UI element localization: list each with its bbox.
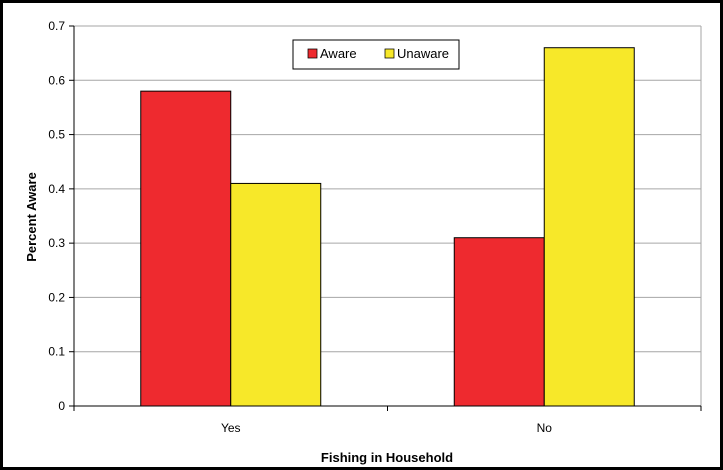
x-axis-title: Fishing in Household (321, 450, 453, 465)
y-tick-label: 0.4 (48, 182, 65, 196)
legend-swatch-unaware (384, 48, 395, 59)
x-tick-label: Yes (221, 421, 241, 435)
legend-swatch-aware (307, 48, 318, 59)
bar-unaware-no (543, 47, 635, 407)
y-tick-label: 0.7 (48, 19, 65, 33)
y-tick-label: 0.5 (48, 128, 65, 142)
y-tick-label: 0.3 (48, 236, 65, 250)
bars (140, 47, 635, 407)
y-tick-labels: 0 0.1 0.2 0.3 0.4 0.5 0.6 0.7 (48, 19, 65, 413)
legend-label-aware: Aware (320, 46, 357, 61)
legend: Aware Unaware (292, 39, 460, 70)
y-tick-label: 0.6 (48, 73, 65, 87)
axes (69, 25, 702, 411)
y-axis-title: Percent Aware (24, 172, 39, 262)
y-tick-label: 0 (58, 399, 65, 413)
y-tick-label: 0.1 (48, 345, 65, 359)
legend-box (292, 39, 460, 70)
y-tick-label: 0.2 (48, 290, 65, 304)
legend-label-unaware: Unaware (397, 46, 449, 61)
bar-aware-yes (140, 90, 232, 407)
bar-unaware-yes (230, 182, 322, 407)
x-tick-labels: Yes No (221, 421, 552, 435)
bar-aware-no (453, 237, 545, 407)
x-tick-label: No (537, 421, 553, 435)
